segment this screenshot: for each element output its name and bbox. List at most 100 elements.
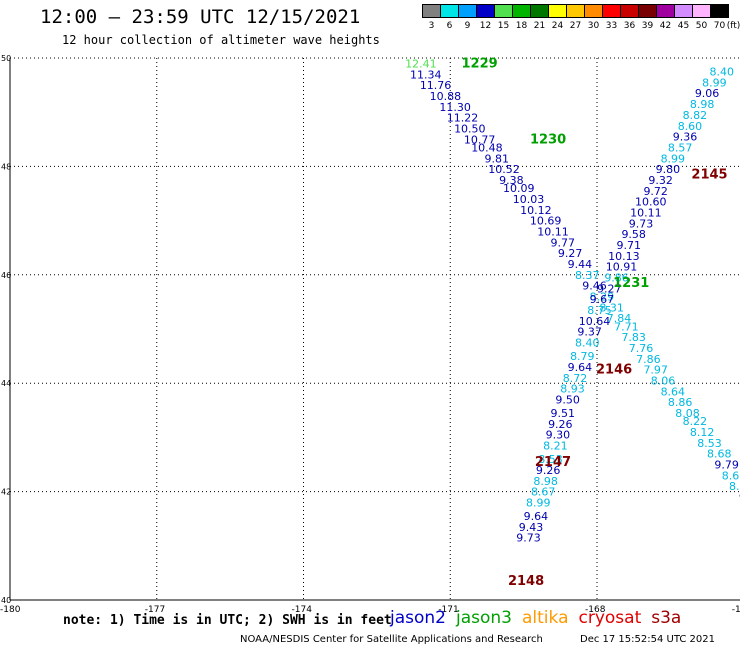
- wave-height-value: 10.13: [608, 250, 640, 263]
- wave-height-value: 10.91: [606, 261, 638, 274]
- wave-height-value: 8.06: [651, 374, 676, 387]
- scale-label: 6: [446, 21, 453, 31]
- scale-swatch: [458, 4, 477, 18]
- y-tick-label: 46: [1, 271, 11, 280]
- wave-height-value: 10.03: [513, 193, 545, 206]
- wave-height-value: 9.46: [582, 280, 607, 293]
- wave-height-value: 8.86: [729, 480, 740, 493]
- wave-height-value: 8.62: [722, 469, 740, 482]
- wave-height-value: 7.76: [629, 342, 654, 355]
- wave-height-value: 9.79: [714, 459, 739, 472]
- wave-height-value: 9.36: [673, 131, 698, 144]
- wave-height-value: 9.73: [516, 532, 541, 545]
- scale-label: 39: [641, 21, 654, 31]
- wave-height-value: 9.67: [590, 293, 615, 306]
- scale-swatch: [512, 4, 531, 18]
- wave-height-value: 10.60: [635, 196, 667, 209]
- wave-height-value: 9.44: [568, 258, 593, 271]
- wave-height-value: 10.50: [454, 122, 486, 135]
- wave-height-value: 8.86: [668, 396, 693, 409]
- wave-height-value: 9.37: [577, 326, 602, 339]
- wave-height-value: 8.29: [590, 290, 615, 303]
- satellite-name: jason2: [390, 608, 446, 628]
- y-tick-label: 48: [1, 162, 11, 171]
- color-scale-legend: [422, 4, 729, 18]
- wave-height-value: 8.82: [683, 109, 708, 122]
- scale-swatch: [422, 4, 441, 18]
- x-tick-label: -177: [145, 605, 165, 615]
- wave-height-value: 9.27: [597, 282, 622, 295]
- wave-height-value: 8.60: [678, 120, 703, 133]
- wave-height-value: 10.11: [537, 225, 569, 238]
- scale-label: 42: [659, 21, 672, 31]
- scale-swatch: [710, 4, 729, 18]
- wave-height-value: 9.06: [695, 87, 720, 100]
- wave-height-value: 8.99: [526, 496, 551, 509]
- wave-height-value: 10.69: [530, 215, 562, 228]
- pass-time-label: 2148: [508, 574, 544, 589]
- wave-height-value: 11.22: [447, 112, 479, 125]
- scale-swatch: [692, 4, 711, 18]
- wave-height-value: 7.84: [607, 312, 632, 325]
- chart-subtitle: 12 hour collection of altimeter wave hei…: [62, 33, 380, 47]
- wave-height-value: 9.58: [621, 228, 646, 241]
- chart-title: 12:00 – 23:59 UTC 12/15/2021: [40, 6, 361, 28]
- pass-time-label: 2146: [596, 363, 632, 378]
- y-tick-label: 42: [1, 488, 11, 497]
- wave-height-value: 8.64: [661, 385, 686, 398]
- wave-height-value: 9.32: [648, 174, 673, 187]
- wave-height-value: 10.48: [471, 141, 503, 154]
- scale-swatch: [548, 4, 567, 18]
- wave-height-value: 9.64: [524, 510, 549, 523]
- wave-height-value: 8.53: [697, 437, 722, 450]
- wave-height-value: 9.26: [548, 418, 573, 431]
- y-tick-label: 40: [1, 596, 11, 605]
- scale-label: 9: [464, 21, 471, 31]
- wave-height-value: 10.52: [488, 163, 520, 176]
- scale-swatch: [656, 4, 675, 18]
- scale-label: 45: [677, 21, 690, 31]
- wave-height-value: 9.71: [617, 239, 642, 252]
- scale-swatch: [584, 4, 603, 18]
- wave-height-value: 12.41: [405, 57, 437, 70]
- wave-height-value: 10.77: [464, 133, 496, 146]
- scale-swatch: [566, 4, 585, 18]
- wave-height-value: 11.76: [420, 79, 452, 92]
- satellite-name: altika: [522, 608, 569, 628]
- wave-height-value: 10.09: [503, 182, 535, 195]
- scale-label: 50: [695, 21, 708, 31]
- wave-height-value: 8.98: [533, 475, 558, 488]
- wave-height-value: 9.64: [568, 361, 593, 374]
- wave-height-value: 9.27: [558, 247, 583, 260]
- scale-label: 24: [551, 21, 564, 31]
- scale-label: 12: [479, 21, 492, 31]
- scale-unit: (ft): [726, 21, 740, 31]
- wave-height-value: 10.12: [520, 204, 552, 217]
- y-tick-label: 50: [1, 54, 11, 63]
- wave-height-value: 10.11: [630, 206, 662, 219]
- x-tick-label: -16: [732, 605, 740, 615]
- wave-height-value: 9.38: [499, 174, 524, 187]
- wave-height-value: 9.81: [484, 152, 509, 165]
- pass-time-label: 2147: [535, 455, 571, 470]
- scale-label: 27: [569, 21, 582, 31]
- scale-label: 36: [623, 21, 636, 31]
- wave-height-value: 8.75: [587, 304, 612, 317]
- scale-swatch: [440, 4, 459, 18]
- satellite-legend: jason2 jason3 altika cryosat s3a: [390, 608, 691, 628]
- wave-height-value: 11.30: [439, 101, 471, 114]
- wave-height-value: 8.93: [560, 383, 585, 396]
- wave-height-value: 7.83: [621, 331, 646, 344]
- scale-label: 70: [713, 21, 726, 31]
- wave-height-value: 8.67: [531, 486, 556, 499]
- wave-height-value: 8.08: [675, 407, 700, 420]
- wave-height-value: 7.71: [614, 320, 639, 333]
- scale-label: 33: [605, 21, 618, 31]
- wave-height-value: 8.31: [599, 301, 624, 314]
- wave-height-value: 7.97: [643, 364, 668, 377]
- wave-height-value: 8.68: [707, 448, 732, 461]
- wave-height-value: 8.99: [702, 76, 727, 89]
- wave-height-value: 9.73: [629, 217, 654, 230]
- wave-height-value: 9.72: [643, 185, 668, 198]
